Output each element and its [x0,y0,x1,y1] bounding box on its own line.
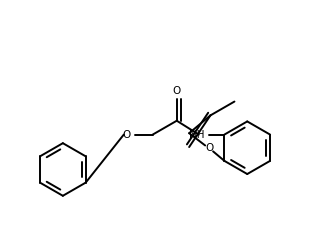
Text: O: O [123,130,131,140]
Text: NH: NH [189,130,205,140]
Text: O: O [173,86,181,96]
Text: O: O [205,143,213,154]
